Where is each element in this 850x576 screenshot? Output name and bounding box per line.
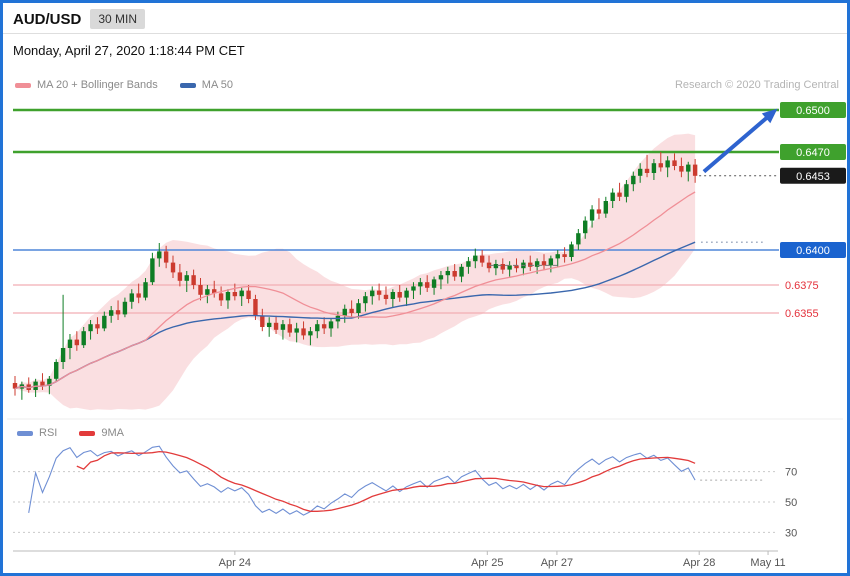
candlestick-series: [12, 152, 698, 400]
svg-text:Apr 24: Apr 24: [219, 557, 251, 569]
legend-label-rsi: RSI: [39, 427, 58, 439]
rsi-panel: 70 50 30: [13, 445, 797, 539]
moving-averages: [14, 191, 765, 390]
svg-text:May 11: May 11: [750, 557, 785, 569]
svg-text:0.6500: 0.6500: [796, 105, 830, 117]
legend-label-ma50: MA 50: [201, 79, 233, 91]
legend-item-9ma: 9MA: [79, 427, 124, 439]
svg-text:70: 70: [785, 467, 797, 479]
timeframe-badge[interactable]: 30 MIN: [90, 9, 146, 29]
level-lines: [7, 108, 843, 420]
ma20-bollinger-swatch-icon: [15, 82, 31, 88]
svg-text:0.6400: 0.6400: [796, 245, 830, 257]
svg-text:0.6470: 0.6470: [796, 147, 830, 159]
attribution: Research © 2020 Trading Central: [674, 79, 839, 91]
legend-label-bollinger: MA 20 + Bollinger Bands: [37, 79, 158, 91]
ma50-swatch-icon: [179, 82, 196, 88]
svg-text:30: 30: [785, 527, 797, 539]
annotations: [489, 108, 778, 266]
rsi-swatch-icon: [17, 430, 33, 436]
legend-label-9ma: 9MA: [101, 427, 124, 439]
legend-item-rsi: RSI: [17, 427, 57, 439]
header-divider: [3, 33, 847, 34]
svg-text:Apr 27: Apr 27: [541, 557, 573, 569]
svg-text:Apr 25: Apr 25: [471, 557, 503, 569]
price-level-badge: [780, 242, 846, 258]
legend-item-ma50: MA 50: [179, 79, 233, 91]
svg-text:0.6355: 0.6355: [785, 308, 819, 320]
timestamp: Monday, April 27, 2020 1:18:44 PM CET: [13, 43, 245, 58]
legend-item-bollinger: MA 20 + Bollinger Bands: [15, 79, 158, 91]
pair-title: AUD/USD: [13, 10, 82, 28]
price-and-rsi-chart: 0.6500 0.6470 0.6453 0.6400 0.6375 0.6355 70 50…: [7, 102, 846, 569]
price-level-badge: [780, 167, 846, 184]
price-level-badge: [780, 102, 846, 118]
rsi-9ma-swatch-icon: [79, 430, 96, 436]
rsi-legend: RSI 9MA: [17, 427, 124, 439]
level-labels: 0.6500 0.6470 0.6453 0.6400 0.6375 0.6355: [780, 102, 846, 320]
svg-text:0.6453: 0.6453: [796, 171, 830, 183]
header: AUD/USD 30 MIN: [13, 9, 146, 29]
x-axis: Apr 24 Apr 25 Apr 27 Apr 28 May 11: [13, 550, 786, 569]
overlay-legend: MA 20 + Bollinger Bands MA 50: [15, 79, 233, 91]
svg-text:50: 50: [785, 497, 797, 509]
bollinger-band: [15, 133, 696, 411]
svg-text:0.6375: 0.6375: [785, 280, 819, 292]
price-level-badge: [780, 144, 846, 160]
svg-text:Apr 28: Apr 28: [683, 557, 715, 569]
